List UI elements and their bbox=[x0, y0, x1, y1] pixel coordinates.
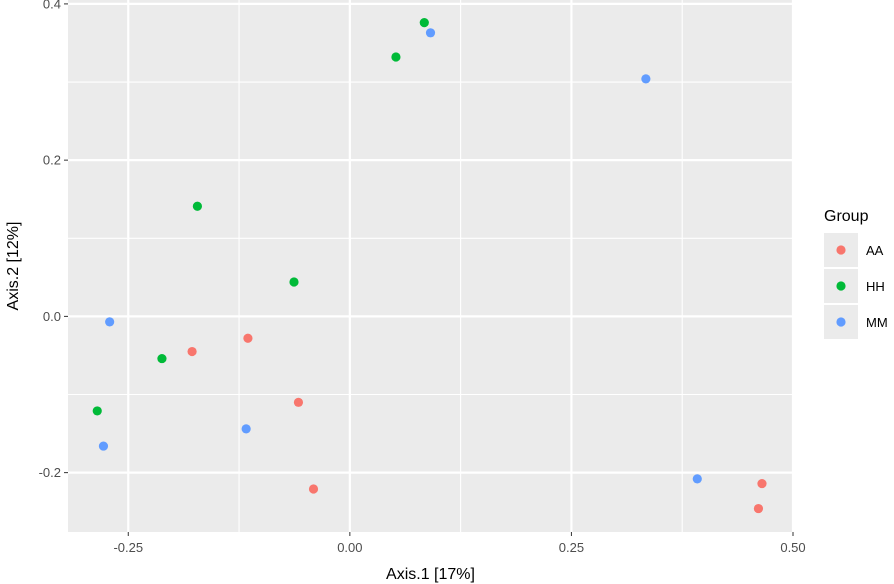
legend-label-hh: HH bbox=[866, 279, 885, 294]
data-points bbox=[92, 18, 767, 514]
x-tick-label: 0.50 bbox=[780, 540, 805, 555]
legend-label-mm: MM bbox=[866, 315, 888, 330]
data-point-aa bbox=[757, 478, 767, 489]
legend-items: AA HH MM bbox=[824, 233, 888, 339]
data-point-mm bbox=[692, 474, 702, 484]
y-tick-label: 0.4 bbox=[43, 0, 61, 11]
legend-marker-aa bbox=[836, 245, 846, 255]
data-point-hh bbox=[192, 201, 203, 211]
x-tick-label: -0.25 bbox=[113, 540, 143, 555]
data-point-hh bbox=[157, 353, 167, 364]
x-tick-label: 0.25 bbox=[559, 540, 584, 555]
data-point-hh bbox=[289, 277, 299, 287]
data-point-hh bbox=[419, 18, 429, 28]
x-tick-label: 0.00 bbox=[337, 540, 362, 555]
plot-panel bbox=[68, 0, 793, 532]
data-point-aa bbox=[243, 333, 253, 343]
minor-gridlines bbox=[68, 0, 793, 532]
data-point-mm bbox=[98, 441, 109, 451]
legend-marker-mm bbox=[836, 317, 846, 327]
legend: Group AA HH MM bbox=[824, 208, 888, 339]
data-point-mm bbox=[425, 28, 436, 38]
y-axis-title: Axis.2 [12%] bbox=[5, 222, 22, 311]
x-axis-ticks: -0.25 0.00 0.25 0.50 bbox=[113, 532, 806, 555]
y-axis-ticks: -0.2 0.0 0.2 0.4 bbox=[39, 0, 68, 480]
y-tick-label: 0.2 bbox=[43, 153, 61, 168]
major-gridlines bbox=[68, 0, 795, 532]
data-point-mm bbox=[105, 317, 115, 327]
legend-label-aa: AA bbox=[866, 243, 884, 258]
y-tick-label: 0.0 bbox=[43, 309, 61, 324]
y-tick-label: -0.2 bbox=[39, 465, 61, 480]
data-point-aa bbox=[187, 346, 197, 357]
data-point-hh bbox=[391, 52, 401, 62]
data-point-hh bbox=[92, 406, 102, 416]
data-point-aa bbox=[753, 503, 764, 514]
legend-title: Group bbox=[824, 208, 869, 225]
data-point-mm bbox=[641, 74, 651, 84]
legend-marker-hh bbox=[836, 281, 846, 291]
x-axis-title: Axis.1 [17%] bbox=[386, 566, 475, 583]
data-point-mm bbox=[241, 424, 251, 434]
data-point-aa bbox=[293, 397, 304, 407]
data-point-aa bbox=[308, 484, 319, 494]
